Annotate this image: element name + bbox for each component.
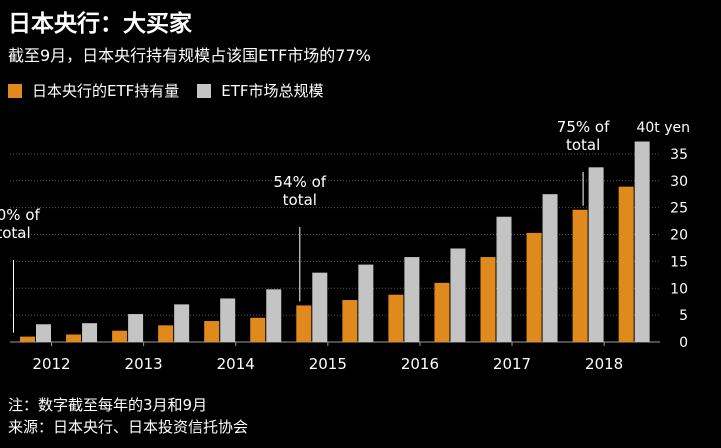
x-tick-label: 2014 bbox=[217, 355, 255, 373]
legend-item-market: ETF市场总规模 bbox=[197, 80, 324, 101]
y-tick-label: 15 bbox=[670, 254, 688, 270]
legend-label-boj: 日本央行的ETF持有量 bbox=[32, 82, 180, 100]
bar-market bbox=[634, 141, 650, 342]
bar-market bbox=[588, 167, 604, 342]
chart-title: 日本央行：大买家 bbox=[8, 11, 192, 37]
bar-market bbox=[312, 272, 328, 342]
bar-boj bbox=[572, 209, 588, 342]
x-tick-label: 2018 bbox=[585, 355, 623, 373]
bar-boj bbox=[20, 336, 35, 342]
bar-market bbox=[404, 257, 420, 342]
x-tick-label: 2015 bbox=[309, 355, 347, 373]
source-note: 来源：日本央行、日本投资信托协会 bbox=[8, 418, 249, 436]
y-tick-label: 20 bbox=[670, 228, 688, 244]
bar-market bbox=[542, 194, 558, 342]
annotation-label: total bbox=[283, 191, 317, 209]
bar-boj bbox=[618, 186, 634, 342]
bar-market bbox=[266, 289, 282, 342]
y-tick-label: 5 bbox=[679, 308, 688, 324]
legend-item-boj: 日本央行的ETF持有量 bbox=[8, 80, 179, 101]
bar-market bbox=[36, 324, 51, 342]
y-unit-label: 40t yen bbox=[636, 120, 690, 136]
annotation-label: total bbox=[0, 224, 31, 242]
y-tick-label: 0 bbox=[679, 335, 688, 351]
y-tick-label: 25 bbox=[670, 201, 688, 217]
x-tick-label: 2017 bbox=[493, 355, 531, 373]
footnote: 注：数字截至每年的3月和9月 bbox=[8, 396, 208, 414]
bar-boj bbox=[434, 282, 450, 342]
bar-market bbox=[174, 304, 190, 342]
bar-boj bbox=[296, 305, 312, 342]
y-tick-label: 10 bbox=[670, 281, 688, 297]
annotation-label: total bbox=[566, 136, 600, 154]
bar-boj bbox=[204, 321, 220, 342]
bar-boj bbox=[526, 232, 542, 342]
y-tick-label: 35 bbox=[670, 147, 688, 163]
legend-label-market: ETF市场总规模 bbox=[221, 82, 324, 100]
bar-boj bbox=[388, 294, 404, 342]
bar-boj bbox=[342, 300, 358, 342]
x-tick-label: 2013 bbox=[125, 355, 163, 373]
bar-chart: 0 5 10 15 20 25 30 35 40t yen 2012 2013 2014 2015 201… bbox=[0, 118, 690, 373]
bar-boj bbox=[66, 334, 82, 342]
x-tick-label: 2016 bbox=[401, 355, 439, 373]
annotation-label: 54% of bbox=[274, 173, 327, 191]
chart-subtitle: 截至9月，日本央行持有规模占该国ETF市场的77% bbox=[8, 46, 371, 65]
bar-market bbox=[220, 298, 236, 342]
bar-boj bbox=[480, 257, 496, 342]
legend-swatch-market bbox=[197, 83, 212, 98]
bar-market bbox=[496, 216, 512, 342]
legend: 日本央行的ETF持有量 ETF市场总规模 bbox=[8, 80, 342, 101]
bar-market bbox=[450, 248, 466, 342]
bar-market bbox=[358, 264, 374, 342]
annotation-label: 30% of bbox=[0, 206, 40, 224]
x-tick-label: 2012 bbox=[32, 355, 70, 373]
bar-boj bbox=[112, 330, 128, 342]
bar-boj bbox=[158, 325, 174, 342]
y-tick-label: 30 bbox=[670, 174, 688, 190]
legend-swatch-boj bbox=[8, 83, 22, 98]
bar-boj bbox=[250, 317, 266, 342]
annotation-label: 75% of bbox=[557, 118, 610, 136]
bar-market bbox=[128, 314, 144, 342]
bar-market bbox=[82, 323, 98, 342]
